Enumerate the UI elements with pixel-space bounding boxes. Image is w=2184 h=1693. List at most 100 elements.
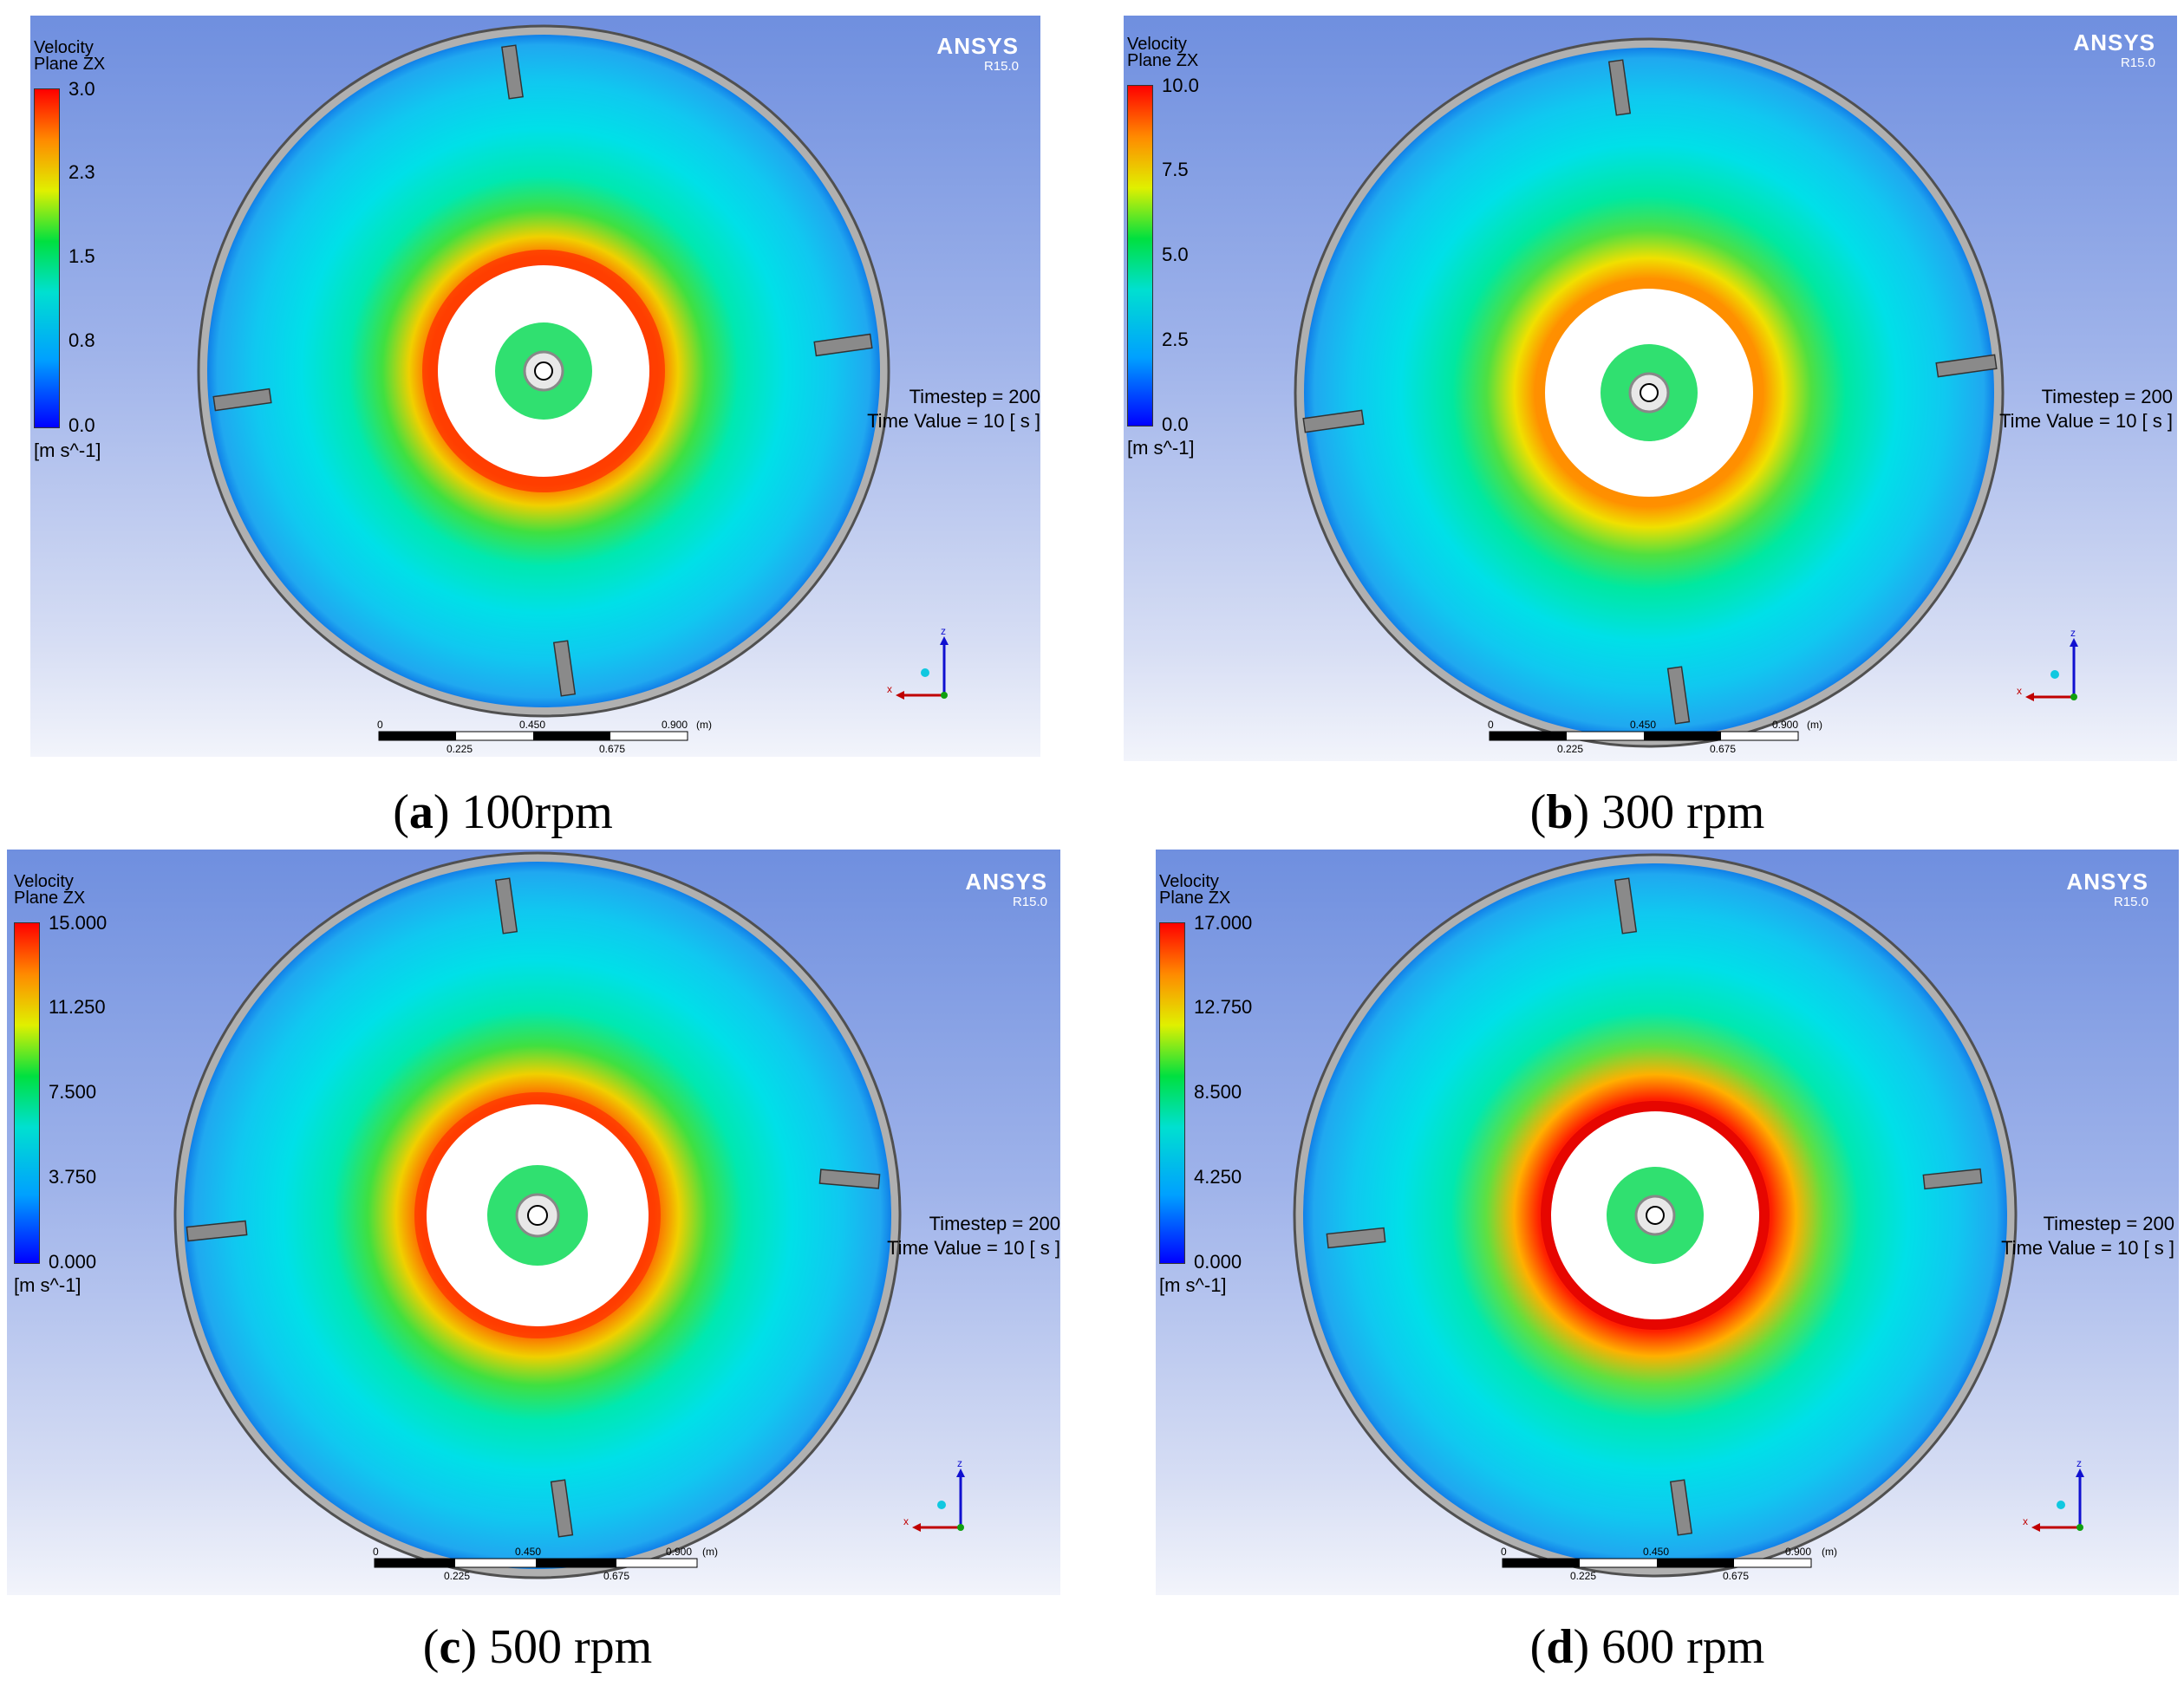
legend-tick-min: 0.000 xyxy=(49,1251,97,1273)
legend-unit: [m s^-1] xyxy=(1127,437,1195,459)
svg-text:0.675: 0.675 xyxy=(1723,1570,1749,1582)
timestep-info: Timestep = 200 Time Value = 10 [ s ] xyxy=(867,386,1040,432)
scale-bar: 0 0.450 0.900 (m) 0.225 0.675 xyxy=(377,720,712,755)
legend-tick-max: 17.000 xyxy=(1194,912,1253,934)
svg-text:z: z xyxy=(2070,629,2076,639)
svg-text:z: z xyxy=(941,628,946,637)
svg-text:(m): (m) xyxy=(696,720,712,731)
panel-a: Velocity Plane ZX 3.0 2.3 1.5 0.8 0.0 [m … xyxy=(30,16,1040,757)
svg-text:0.225: 0.225 xyxy=(444,1570,470,1582)
legend-tick: 1.5 xyxy=(68,245,95,267)
svg-text:0.675: 0.675 xyxy=(1710,743,1736,755)
svg-text:x: x xyxy=(887,683,892,695)
svg-text:(m): (m) xyxy=(1822,1546,1837,1558)
ansys-logo: ANSYS xyxy=(965,869,1047,895)
legend-tick-min: 0.0 xyxy=(68,414,95,436)
colorbar xyxy=(1159,922,1185,1264)
axis-triad: z x xyxy=(2017,629,2078,701)
timestep-info: Timestep = 200 Time Value = 10 [ s ] xyxy=(2001,1213,2174,1259)
panel-c: Velocity Plane ZX 15.000 11.250 7.500 3.7… xyxy=(7,850,1060,1595)
svg-text:0: 0 xyxy=(377,720,383,731)
svg-text:x: x xyxy=(2017,685,2022,697)
panel-d: Velocity Plane ZX 17.000 12.750 8.500 4.2… xyxy=(1156,850,2179,1595)
svg-text:0.225: 0.225 xyxy=(447,743,473,755)
svg-text:0.450: 0.450 xyxy=(515,1546,541,1558)
velocity-contour-plot xyxy=(197,24,890,718)
axis-triad: z x xyxy=(903,1460,965,1532)
legend-tick-max: 3.0 xyxy=(68,78,95,100)
legend-tick: 12.750 xyxy=(1194,996,1253,1018)
legend-unit: [m s^-1] xyxy=(14,1274,81,1296)
colorbar xyxy=(1127,85,1153,427)
ansys-version: R15.0 xyxy=(2113,895,2148,909)
legend-unit: [m s^-1] xyxy=(34,440,101,461)
legend-tick: 8.500 xyxy=(1194,1081,1242,1103)
legend-tick: 2.3 xyxy=(68,161,95,183)
legend-tick: 4.250 xyxy=(1194,1166,1242,1188)
scale-bar: 0 0.450 0.900 (m) 0.225 0.675 xyxy=(373,1546,718,1582)
axis-triad: z x xyxy=(887,628,949,700)
svg-text:0.450: 0.450 xyxy=(519,720,545,731)
svg-text:0.450: 0.450 xyxy=(1630,720,1656,731)
svg-text:0.675: 0.675 xyxy=(599,743,625,755)
legend-title: Velocity Plane ZX xyxy=(14,872,86,908)
svg-text:0.900: 0.900 xyxy=(1772,720,1798,731)
svg-text:0.900: 0.900 xyxy=(666,1546,692,1558)
ansys-version: R15.0 xyxy=(983,59,1019,74)
baffle-bottom xyxy=(552,640,577,697)
legend-tick: 11.250 xyxy=(49,996,106,1018)
colorbar xyxy=(34,88,60,428)
ansys-version: R15.0 xyxy=(1012,895,1047,909)
legend-title: Velocity Plane ZX xyxy=(1127,35,1199,70)
svg-text:x: x xyxy=(903,1515,909,1527)
baffle-left xyxy=(212,387,272,412)
velocity-contour-plot xyxy=(173,851,902,1579)
axis-triad: z x xyxy=(2023,1460,2084,1532)
legend-tick: 7.5 xyxy=(1162,159,1189,180)
legend-tick: 0.8 xyxy=(68,329,95,351)
svg-text:z: z xyxy=(957,1460,962,1469)
caption-c: (c) 500 rpm xyxy=(422,1620,653,1674)
svg-text:0.225: 0.225 xyxy=(1557,743,1583,755)
timestep-info: Timestep = 200 Time Value = 10 [ s ] xyxy=(1999,386,2173,432)
panel-b: Velocity Plane ZX 10.0 7.5 5.0 2.5 0.0 [m… xyxy=(1124,16,2177,761)
velocity-contour-plot xyxy=(1294,37,2005,748)
caption-a: (a) 100rpm xyxy=(393,785,613,839)
caption-b: (b) 300 rpm xyxy=(1529,785,1765,839)
caption-d: (d) 600 rpm xyxy=(1529,1620,1765,1674)
colorbar xyxy=(14,922,40,1264)
legend-tick: 7.500 xyxy=(49,1081,97,1103)
svg-text:0: 0 xyxy=(1501,1546,1507,1558)
legend-tick-min: 0.0 xyxy=(1162,413,1189,435)
ansys-logo: ANSYS xyxy=(2066,869,2148,895)
svg-text:0.900: 0.900 xyxy=(1785,1546,1811,1558)
svg-text:0.450: 0.450 xyxy=(1643,1546,1669,1558)
svg-text:0.900: 0.900 xyxy=(662,720,688,731)
scale-bar: 0 0.450 0.900 (m) 0.225 0.675 xyxy=(1501,1546,1837,1582)
ansys-logo: ANSYS xyxy=(936,33,1019,59)
legend-unit: [m s^-1] xyxy=(1159,1274,1227,1296)
svg-text:(m): (m) xyxy=(702,1546,718,1558)
svg-text:(m): (m) xyxy=(1807,720,1822,731)
baffle-top xyxy=(501,44,524,100)
svg-text:0: 0 xyxy=(1488,720,1494,731)
legend-tick: 3.750 xyxy=(49,1166,97,1188)
svg-text:0: 0 xyxy=(373,1546,379,1558)
svg-text:x: x xyxy=(2023,1515,2028,1527)
legend-tick-min: 0.000 xyxy=(1194,1251,1242,1273)
svg-text:0.675: 0.675 xyxy=(603,1570,629,1582)
legend-tick-max: 15.000 xyxy=(49,912,108,934)
scale-bar: 0 0.450 0.900 (m) 0.225 0.675 xyxy=(1488,720,1822,755)
svg-text:z: z xyxy=(2076,1460,2082,1469)
timestep-info: Timestep = 200 Time Value = 10 [ s ] xyxy=(887,1213,1060,1259)
baffle-right xyxy=(813,333,873,357)
legend-tick: 5.0 xyxy=(1162,244,1189,265)
velocity-contour-plot xyxy=(1293,853,2018,1578)
legend-title: Velocity Plane ZX xyxy=(1159,872,1231,908)
ansys-version: R15.0 xyxy=(2120,55,2155,70)
svg-text:0.225: 0.225 xyxy=(1570,1570,1596,1582)
legend-tick-max: 10.0 xyxy=(1162,75,1199,96)
ansys-logo: ANSYS xyxy=(2073,29,2155,55)
legend-tick: 2.5 xyxy=(1162,329,1189,350)
legend-title: Velocity Plane ZX xyxy=(34,38,106,74)
